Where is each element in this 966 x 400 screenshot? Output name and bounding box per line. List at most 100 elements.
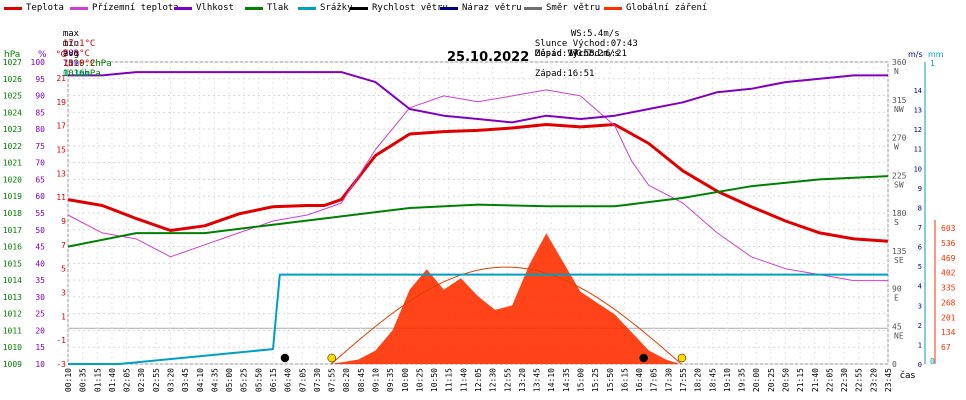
humidity-tick-label: 35 — [35, 276, 45, 285]
time-tick-label: 14:35 — [562, 368, 571, 392]
temp-tick-label: 11 — [56, 193, 66, 202]
humidity-tick-label: 70 — [35, 159, 45, 168]
humidity-tick-label: 25 — [35, 310, 45, 319]
series-line — [67, 89, 888, 282]
temp-tick-label: -1 — [56, 336, 66, 345]
direction-tick-deg: 315 — [892, 96, 907, 105]
time-tick-label: 22:05 — [825, 368, 834, 392]
time-tick-label: 13:20 — [518, 368, 527, 392]
legend-label: Náraz větru — [462, 3, 522, 13]
hpa-tick-label: 1011 — [3, 326, 22, 335]
time-tick-label: 11:40 — [459, 368, 468, 392]
legend-item: Teplota — [4, 3, 64, 13]
time-tick-label: 00:10 — [64, 368, 73, 392]
time-tick-label: 07:05 — [298, 368, 307, 392]
wind-tick-label: 9 — [918, 185, 922, 193]
time-tick-label: 18:45 — [708, 368, 717, 392]
wind-tick-label: 10 — [914, 165, 922, 173]
legend-swatch — [174, 6, 192, 10]
time-tick-label: 03:20 — [167, 368, 176, 392]
wind-tick-label: 6 — [918, 244, 922, 252]
stats-ws: WS:5.4m/s — [570, 29, 620, 39]
humidity-tick-label: 15 — [35, 343, 45, 352]
direction-tick-deg: 225 — [892, 171, 907, 180]
legend-swatch — [4, 6, 22, 10]
time-tick-label: 01:40 — [108, 368, 117, 392]
time-tick-label: 17:55 — [679, 368, 688, 392]
time-tick-label: 18:20 — [694, 368, 703, 392]
direction-tick-label: N — [894, 67, 899, 76]
humidity-tick-label: 95 — [35, 75, 45, 84]
wind-tick-label: 5 — [918, 263, 922, 271]
wind-tick-label: 7 — [918, 224, 922, 232]
stats-min-temp: 7.3°C — [62, 49, 90, 59]
direction-tick-label: NW — [894, 105, 904, 114]
temp-unit: °C — [56, 50, 67, 60]
wind-tick-label: 11 — [914, 146, 922, 154]
temp-tick-label: -3 — [56, 360, 66, 369]
humidity-tick-label: 65 — [35, 175, 45, 184]
time-tick-label: 10:00 — [401, 368, 410, 392]
stats-avg-label: avg — [62, 49, 80, 59]
hpa-tick-label: 1010 — [3, 343, 22, 352]
stats-max: max 17.1°C 98% 1020.2hPa 0.3mm — [52, 19, 112, 79]
wind-tick-label: 3 — [918, 302, 922, 310]
hpa-tick-label: 1026 — [3, 75, 22, 84]
legend-swatch — [350, 6, 368, 10]
wind-tick-label: 1 — [918, 341, 922, 349]
time-tick-label: 22:55 — [855, 368, 864, 392]
temp-tick-label: 1 — [61, 312, 66, 321]
time-tick-label: 23:20 — [869, 368, 878, 392]
sun-moon-marker — [280, 353, 290, 363]
stats-sunrise: Slunce Východ:07:43 — [534, 39, 638, 49]
stats-min-hum: 75% — [62, 59, 80, 69]
legend-item: Tlak — [245, 3, 289, 13]
direction-tick-deg: 180 — [892, 209, 907, 218]
legend-swatch — [524, 6, 542, 10]
time-tick-label: 02:30 — [137, 368, 146, 392]
legend-item: Směr větru — [524, 3, 600, 13]
time-tick-label: 05:25 — [240, 368, 249, 392]
legend: Teplota Přízemní teplota Vlhkost Tlak Srážky… — [0, 0, 966, 16]
hpa-tick-label: 1012 — [3, 310, 22, 319]
direction-tick-deg: 45 — [892, 322, 902, 331]
time-tick-label: 19:10 — [723, 368, 732, 392]
humidity-tick-label: 30 — [35, 293, 45, 302]
time-tick-label: 22:30 — [840, 368, 849, 392]
direction-tick-label: SW — [894, 180, 904, 189]
humidity-tick-label: 40 — [35, 259, 45, 268]
rain-tick-label: 1 — [930, 59, 935, 68]
legend-label: Rychlost větru — [372, 3, 448, 13]
time-tick-label: 05:50 — [254, 368, 263, 392]
radiation-tick-label: 134 — [941, 328, 956, 337]
time-tick-label: 15:25 — [591, 368, 600, 392]
time-tick-label: 12:30 — [489, 368, 498, 392]
time-tick-label: 15:50 — [606, 368, 615, 392]
hpa-tick-label: 1021 — [3, 159, 22, 168]
direction-tick-deg: 90 — [892, 285, 902, 294]
hpa-tick-label: 1018 — [3, 209, 22, 218]
time-tick-label: 02:55 — [152, 368, 161, 392]
legend-swatch — [604, 6, 622, 10]
sun-moon-marker — [639, 353, 648, 363]
time-tick-label: 17:05 — [650, 368, 659, 392]
hpa-tick-label: 1024 — [3, 108, 22, 117]
humidity-tick-label: 80 — [35, 125, 45, 134]
radiation-tick-label: 469 — [941, 254, 956, 263]
direction-tick-label: E — [894, 294, 899, 303]
direction-tick-deg: 0 — [892, 360, 897, 369]
temp-tick-label: 19 — [56, 98, 66, 107]
hpa-tick-label: 1015 — [3, 259, 22, 268]
time-tick-label: 13:45 — [533, 368, 542, 392]
time-tick-label: 16:15 — [620, 368, 629, 392]
time-tick-label: 15:00 — [577, 368, 586, 392]
wind-tick-label: 0 — [918, 361, 922, 369]
stats-avg-temp: 11.9°C — [62, 59, 96, 69]
humidity-tick-label: 20 — [35, 326, 45, 335]
hpa-tick-label: 1020 — [3, 175, 22, 184]
time-tick-label: 08:20 — [342, 368, 351, 392]
stats-max-hum: 98% — [62, 49, 80, 59]
rain-tick-label: 0 — [930, 357, 935, 366]
stats-sun: Slunce Východ:07:43 Západ:17:58 — [524, 29, 638, 59]
wind-tick-label: 4 — [918, 283, 922, 291]
